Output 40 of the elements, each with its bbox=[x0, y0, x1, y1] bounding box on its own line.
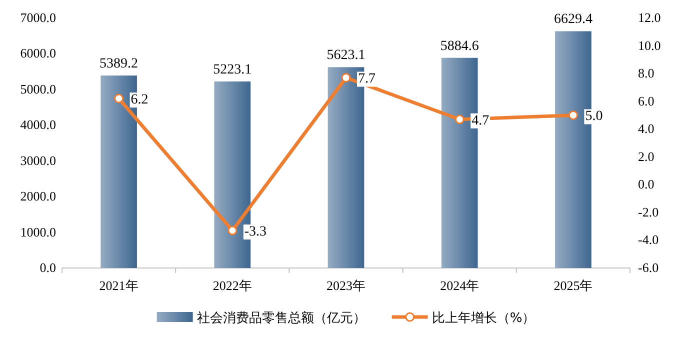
data-label: 5623.1 bbox=[326, 48, 366, 64]
x-tick-label: 2021年 bbox=[99, 278, 138, 293]
y2-tick-label: -6.0 bbox=[638, 260, 659, 275]
data-label: 6629.4 bbox=[554, 12, 592, 28]
point bbox=[568, 110, 578, 120]
y2-tick-label: -2.0 bbox=[638, 204, 659, 220]
y-tick-label: 4000.0 bbox=[20, 117, 56, 132]
data-label: -3.3 bbox=[244, 224, 267, 240]
y2-tick-label: 8.0 bbox=[638, 66, 654, 81]
y2-tick-label: -4.0 bbox=[638, 232, 659, 248]
y-tick-label: 2000.0 bbox=[20, 188, 56, 204]
data-label: 7.7 bbox=[358, 72, 376, 87]
point bbox=[454, 114, 464, 124]
x-tick-label: 2023年 bbox=[326, 278, 366, 293]
y-tick-label: 5000.0 bbox=[20, 81, 56, 96]
data-label: 5389.2 bbox=[100, 56, 138, 72]
y2-tick-label: 4.0 bbox=[638, 121, 654, 136]
y2-tick-label: 12.0 bbox=[638, 10, 661, 25]
x-tick-label: 2024年 bbox=[440, 278, 480, 293]
y-tick-label: 3000.0 bbox=[20, 152, 56, 168]
y2-tick-label: 0.0 bbox=[638, 176, 654, 192]
data-label: 5223.1 bbox=[213, 62, 252, 78]
y-tick-label: 1000.0 bbox=[20, 224, 56, 240]
data-label: 5884.6 bbox=[440, 38, 479, 54]
y-tick-label: 6000.0 bbox=[20, 46, 56, 61]
y2-tick-label: 2.0 bbox=[638, 148, 654, 164]
point bbox=[341, 72, 351, 82]
x-tick-label: 2022年 bbox=[212, 278, 252, 293]
y2-tick-label: 10.0 bbox=[638, 38, 661, 53]
y2-tick-label: 6.0 bbox=[638, 93, 654, 108]
point bbox=[228, 226, 238, 236]
point bbox=[114, 94, 124, 104]
x-tick-label: 2025年 bbox=[554, 278, 593, 293]
data-label: 5.0 bbox=[585, 109, 603, 124]
legend-label: 比上年增长（%） bbox=[432, 311, 536, 326]
y-tick-label: 7000.0 bbox=[20, 10, 56, 25]
legend-label: 社会消费品零售总额（亿元） bbox=[196, 311, 366, 326]
data-label: 6.2 bbox=[130, 92, 148, 108]
data-label: 4.7 bbox=[472, 113, 490, 128]
y-tick-label: 0.0 bbox=[40, 260, 56, 275]
